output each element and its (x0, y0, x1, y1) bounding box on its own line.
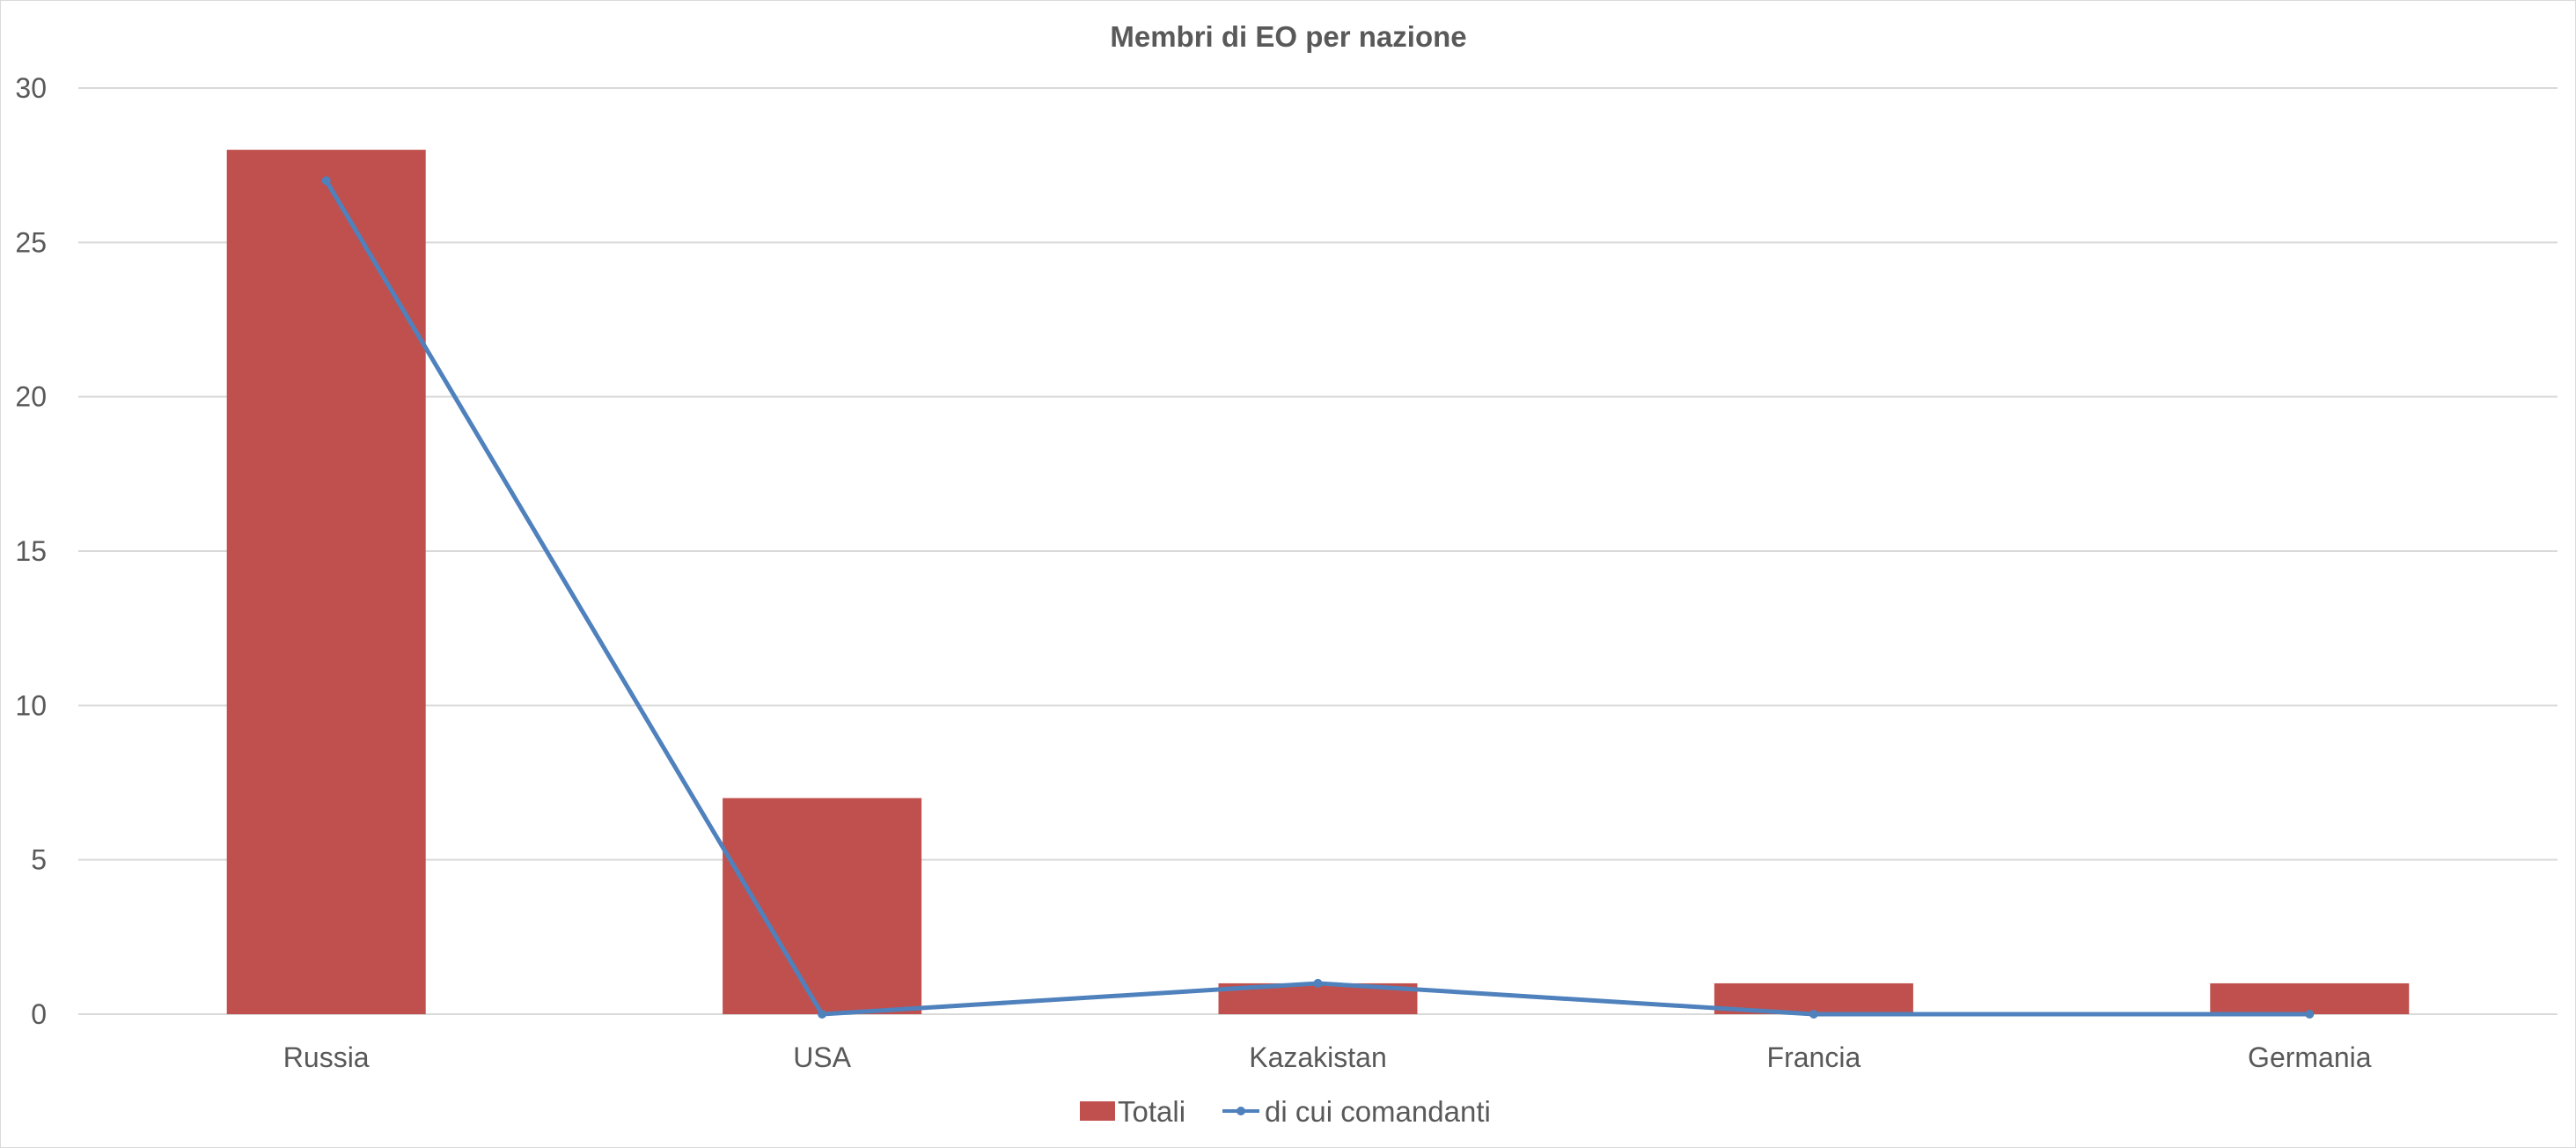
y-axis-ticks: 0 5 10 15 20 25 30 (15, 72, 47, 1030)
y-tick-label: 0 (31, 998, 47, 1030)
bar-germania (2210, 982, 2410, 1014)
x-tick-label: Francia (1767, 1041, 1861, 1073)
y-tick-label: 5 (31, 844, 47, 876)
legend-label-totali: Totali (1118, 1095, 1185, 1128)
legend-swatch-comandanti-marker (1237, 1107, 1245, 1115)
y-tick-label: 10 (15, 689, 47, 721)
x-tick-label: Russia (283, 1041, 370, 1073)
line-comandanti (324, 179, 2310, 1017)
x-tick-label: USA (793, 1041, 851, 1073)
bar-russia (226, 150, 426, 1015)
point-comandanti-usa (818, 1010, 827, 1019)
gridlines (78, 87, 2558, 1015)
legend-swatch-totali (1080, 1101, 1115, 1121)
y-tick-label: 25 (15, 226, 47, 258)
y-tick-label: 15 (15, 535, 47, 567)
point-comandanti-russia (321, 176, 331, 186)
x-tick-label: Kazakistan (1249, 1041, 1387, 1073)
y-tick-label: 20 (15, 381, 47, 413)
y-tick-label: 30 (15, 72, 47, 104)
legend-label-comandanti: di cui comandanti (1265, 1095, 1491, 1128)
point-comandanti-francia (1809, 1010, 1818, 1019)
point-comandanti-germania (2305, 1010, 2315, 1019)
point-comandanti-kazakistan (1313, 978, 1323, 988)
chart-title: Membri di EO per nazione (1110, 20, 1466, 53)
x-tick-label: Germania (2248, 1041, 2372, 1073)
legend: Totali di cui comandanti (1080, 1095, 1491, 1128)
line-series (321, 176, 2315, 1019)
bar-usa (723, 798, 922, 1014)
bar-series (226, 150, 2410, 1015)
x-axis-ticks: Russia USA Kazakistan Francia Germania (283, 1041, 2372, 1073)
